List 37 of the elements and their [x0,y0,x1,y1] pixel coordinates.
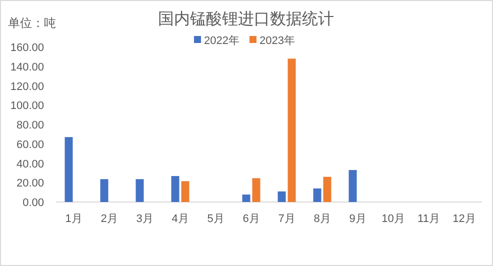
bar [136,179,144,202]
y-tick-label: 160.00 [10,42,44,54]
y-tick-label: 120.00 [10,80,44,93]
bar [181,181,190,202]
x-tick-label: 11月 [418,213,440,225]
legend-label: 2022年 [204,35,240,47]
y-tick-label: 80.00 [16,120,44,132]
bar [100,179,108,202]
bar [64,137,73,202]
y-tick-label: 20.00 [16,178,44,190]
x-tick-label: 2月 [100,213,118,225]
x-tick-label: 8月 [314,213,331,225]
x-tick-label: 5月 [207,213,224,225]
bar [171,176,180,202]
y-tick-label: 100.00 [10,100,44,112]
bar [288,58,296,202]
x-tick-label: 9月 [349,213,366,225]
chart-title: 国内锰酸锂进口数据统计 [158,10,334,28]
bar [242,194,250,202]
x-tick-label: 6月 [242,213,260,225]
y-tick-label: 140.00 [10,61,44,74]
x-tick-label: 3月 [136,213,154,225]
bar [313,188,322,202]
y-tick-label: 0.00 [22,197,44,209]
x-tick-label: 1月 [65,213,82,225]
bar [348,170,357,202]
y-tick-label: 40.00 [16,158,44,170]
bar [323,176,332,202]
x-tick-label: 4月 [172,213,189,225]
x-tick-label: 12月 [452,213,476,225]
x-tick-label: 7月 [278,213,296,225]
y-tick-label: 60.00 [16,138,44,151]
bar [278,191,286,202]
text: 单位：吨 [8,16,56,30]
bar [252,178,260,202]
x-tick-label: 10月 [382,213,405,225]
legend-label: 2023年 [259,35,295,47]
